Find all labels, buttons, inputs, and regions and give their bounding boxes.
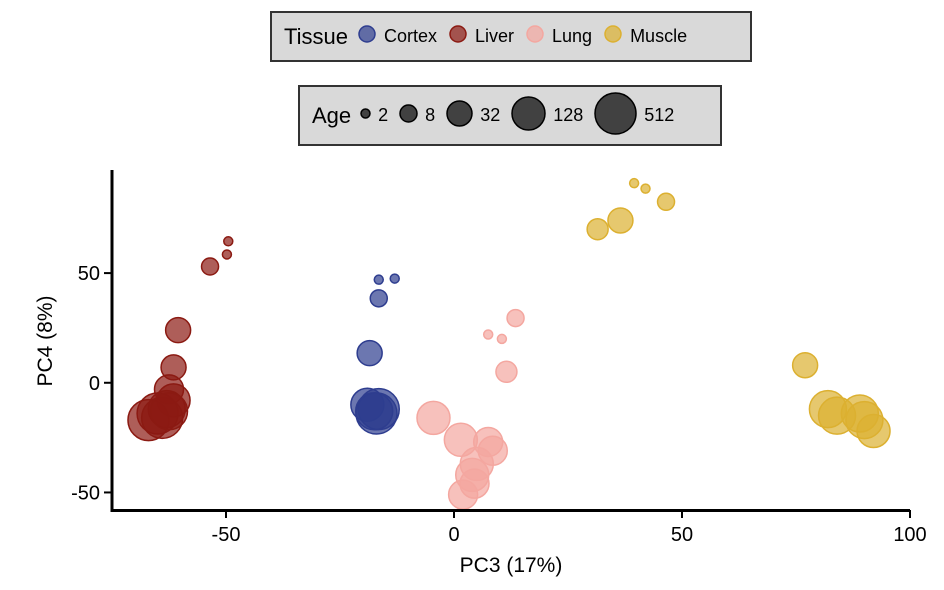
lung-point-11 bbox=[447, 479, 479, 510]
age-2-label: 2 bbox=[378, 105, 389, 125]
tissue-legend-item-liver: Liver bbox=[447, 23, 514, 50]
age-8-swatch bbox=[398, 103, 419, 129]
muscle-point-2 bbox=[656, 192, 676, 212]
liver-swatch bbox=[447, 23, 469, 50]
cortex-label: Cortex bbox=[383, 26, 437, 46]
y-axis-title: PC4 (8%) bbox=[34, 295, 57, 386]
age-8-label: 8 bbox=[425, 105, 436, 125]
y-tick-label: 0 bbox=[89, 373, 100, 395]
age-legend-item-2: 2 bbox=[359, 105, 388, 126]
age-legend: Age 2 8 32 128 512 bbox=[298, 85, 722, 146]
liver-point-2 bbox=[200, 257, 220, 276]
legend-size-circle bbox=[594, 91, 638, 135]
x-tick-label: 0 bbox=[448, 524, 459, 546]
x-ticks: -50 0 50 100 bbox=[212, 510, 927, 546]
series-lung bbox=[416, 308, 525, 510]
legend-swatch-circle bbox=[604, 25, 622, 43]
muscle-point-1 bbox=[640, 183, 651, 194]
legend-size-circle bbox=[360, 107, 371, 119]
age-32-swatch bbox=[445, 99, 474, 133]
lung-point-3 bbox=[495, 360, 518, 384]
cortex-point-7 bbox=[354, 392, 394, 431]
cortex-point-3 bbox=[356, 339, 383, 367]
lung-label: Lung bbox=[552, 26, 593, 46]
tissue-legend-item-lung: Lung bbox=[524, 23, 592, 50]
y-tick-label: 50 bbox=[78, 263, 100, 285]
x-tick-label: 100 bbox=[893, 524, 926, 546]
muscle-point-4 bbox=[607, 207, 634, 234]
age-512-label: 512 bbox=[644, 105, 675, 125]
muscle-point-0 bbox=[628, 177, 640, 189]
lung-point-2 bbox=[506, 308, 525, 328]
age-512-swatch bbox=[593, 91, 638, 141]
series-liver bbox=[127, 236, 234, 442]
x-axis-title: PC3 (17%) bbox=[460, 554, 563, 577]
legend-size-circle bbox=[399, 103, 418, 123]
muscle-point-3 bbox=[586, 217, 609, 241]
liver-point-0 bbox=[223, 236, 234, 247]
muscle-swatch bbox=[602, 23, 624, 50]
x-tick-label: -50 bbox=[212, 524, 241, 546]
points-layer bbox=[127, 177, 891, 510]
cortex-swatch bbox=[356, 23, 378, 50]
legend-swatch-circle bbox=[449, 25, 467, 43]
liver-point-11 bbox=[149, 392, 189, 431]
age-legend-item-32: 32 bbox=[445, 99, 500, 133]
legend-size-circle bbox=[446, 99, 473, 127]
age-legend-title: Age bbox=[312, 102, 352, 128]
legend-swatch-circle bbox=[526, 25, 544, 43]
age-128-label: 128 bbox=[553, 105, 584, 125]
series-cortex bbox=[350, 273, 401, 435]
tissue-legend-item-muscle: Muscle bbox=[602, 23, 687, 50]
muscle-point-5 bbox=[791, 351, 819, 379]
y-ticks: -50 0 50 bbox=[71, 263, 112, 504]
age-2-swatch bbox=[359, 107, 372, 125]
lung-point-4 bbox=[416, 400, 451, 436]
liver-point-1 bbox=[221, 249, 233, 260]
legend-size-circle bbox=[511, 95, 546, 131]
age-legend-item-8: 8 bbox=[398, 103, 435, 129]
muscle-label: Muscle bbox=[630, 26, 688, 46]
tissue-legend: Tissue Cortex Liver Lung Muscle bbox=[270, 11, 752, 62]
x-tick-label: 50 bbox=[671, 524, 693, 546]
muscle-point-10 bbox=[856, 413, 891, 449]
tissue-legend-title: Tissue bbox=[284, 23, 348, 49]
lung-point-0 bbox=[482, 329, 494, 340]
cortex-point-1 bbox=[389, 273, 400, 284]
lung-point-1 bbox=[496, 333, 508, 345]
age-128-swatch bbox=[510, 95, 547, 137]
liver-label: Liver bbox=[475, 26, 515, 46]
series-muscle bbox=[586, 177, 891, 449]
cortex-point-0 bbox=[373, 274, 385, 285]
y-tick-label: -50 bbox=[71, 482, 100, 504]
age-legend-item-128: 128 bbox=[510, 95, 583, 137]
legend-swatch-circle bbox=[358, 25, 376, 43]
age-legend-item-512: 512 bbox=[593, 91, 674, 141]
cortex-point-2 bbox=[369, 289, 389, 308]
lung-swatch bbox=[524, 23, 546, 50]
age-32-label: 32 bbox=[480, 105, 501, 125]
tissue-legend-item-cortex: Cortex bbox=[356, 23, 437, 50]
liver-point-3 bbox=[164, 316, 192, 344]
